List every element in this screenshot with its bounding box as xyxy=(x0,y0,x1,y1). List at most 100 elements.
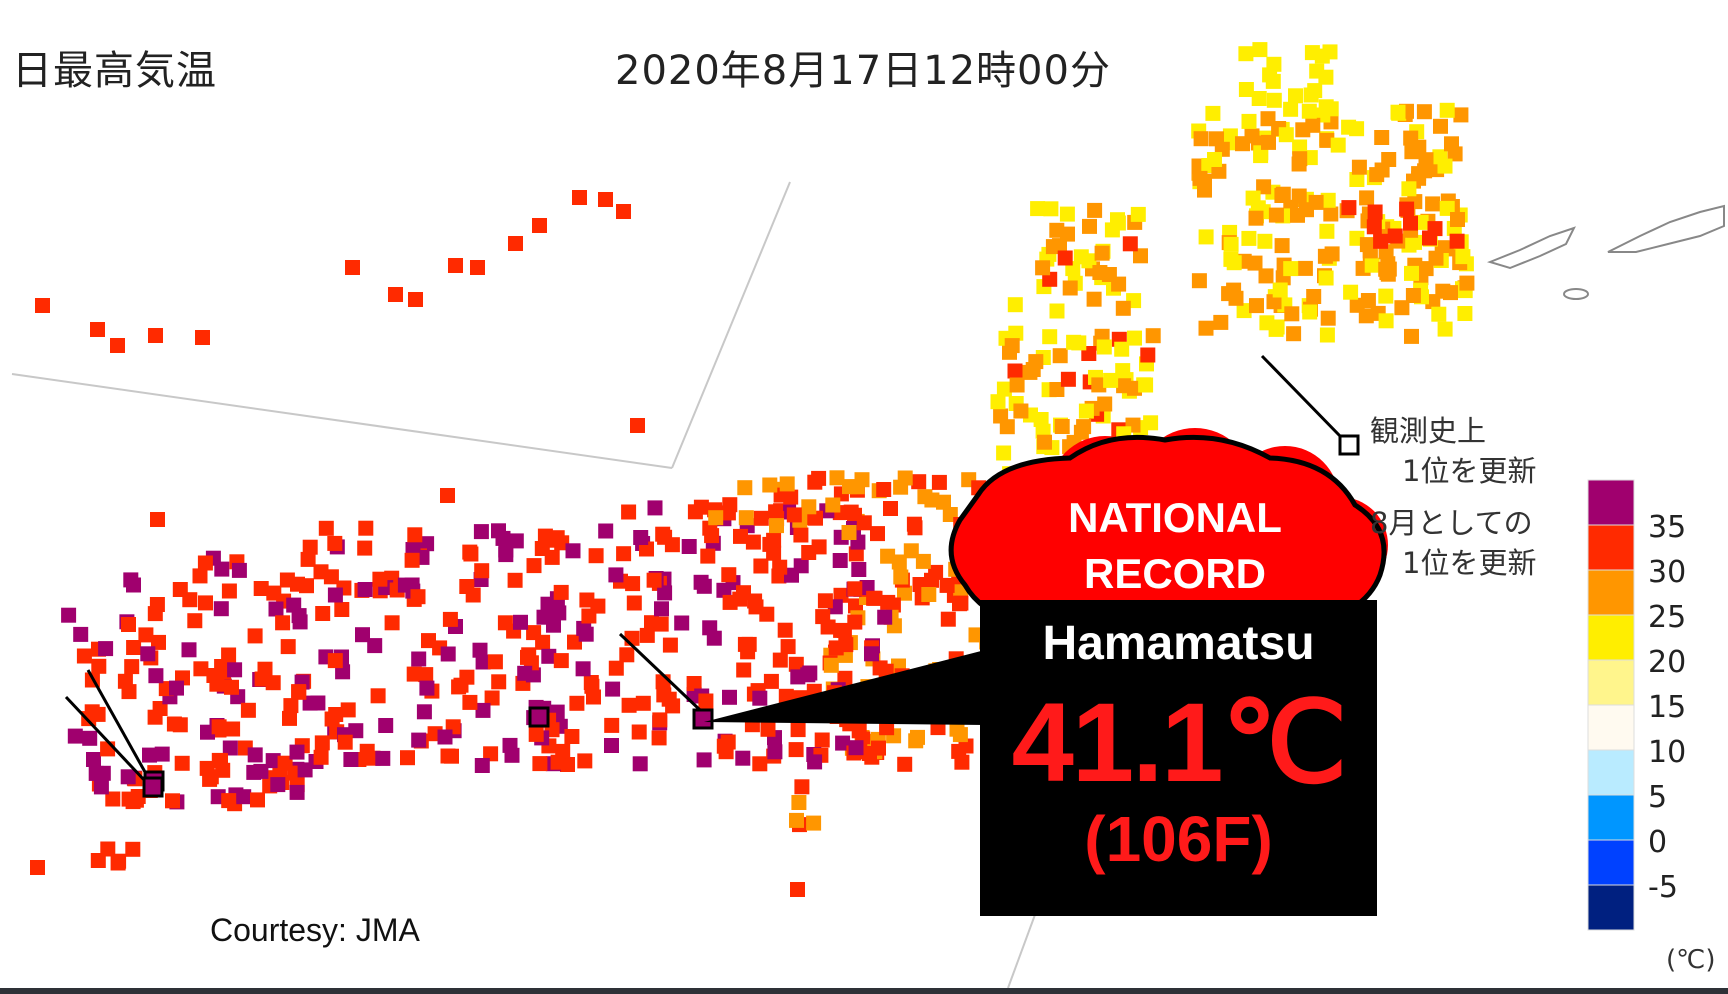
station-marker xyxy=(1314,48,1330,64)
station-marker xyxy=(1378,288,1394,304)
station-marker xyxy=(121,684,137,700)
station-marker xyxy=(598,523,614,539)
station-marker xyxy=(1145,328,1161,344)
station-marker xyxy=(324,711,340,727)
station-marker xyxy=(1256,179,1272,195)
station-marker xyxy=(598,192,613,207)
station-marker xyxy=(90,706,106,722)
station-marker xyxy=(187,613,203,629)
leader-line xyxy=(64,695,148,784)
station-marker xyxy=(1122,236,1138,252)
station-marker xyxy=(1405,288,1421,303)
station-marker xyxy=(1054,419,1070,434)
station-marker xyxy=(110,338,125,353)
station-marker xyxy=(722,594,738,610)
station-marker xyxy=(693,499,709,515)
station-marker xyxy=(532,756,548,772)
station-marker xyxy=(924,572,939,588)
station-marker xyxy=(1057,250,1073,266)
station-marker xyxy=(788,656,804,672)
station-marker xyxy=(463,546,479,562)
station-marker xyxy=(1306,289,1322,304)
station-marker xyxy=(753,510,769,526)
station-marker xyxy=(1094,245,1110,261)
credit-text: Courtesy: JMA xyxy=(210,912,420,948)
station-marker xyxy=(1238,82,1254,97)
station-marker xyxy=(148,668,164,684)
station-marker xyxy=(378,718,394,733)
station-marker xyxy=(931,474,947,490)
station-marker xyxy=(1274,188,1290,203)
station-marker xyxy=(1030,201,1046,217)
station-marker xyxy=(883,501,898,516)
station-marker xyxy=(767,744,783,760)
inset-border-right xyxy=(671,181,791,469)
station-marker xyxy=(721,567,737,583)
station-marker xyxy=(384,615,400,631)
station-marker xyxy=(1359,237,1375,253)
station-marker xyxy=(473,524,489,540)
legend-swatch xyxy=(1587,884,1635,931)
station-marker xyxy=(355,627,370,643)
station-marker xyxy=(1009,377,1025,393)
legend-swatch xyxy=(1587,704,1635,751)
station-marker xyxy=(297,762,313,778)
station-marker xyxy=(790,882,805,897)
station-marker xyxy=(1433,118,1448,134)
station-marker xyxy=(1387,228,1403,244)
station-marker xyxy=(1192,170,1208,186)
station-marker xyxy=(1422,230,1437,246)
station-marker xyxy=(1223,236,1239,252)
station-marker xyxy=(1059,206,1075,222)
station-marker xyxy=(553,584,569,600)
station-marker xyxy=(686,676,702,691)
station-marker xyxy=(544,549,560,565)
station-marker xyxy=(140,646,156,662)
leader-line xyxy=(86,669,147,773)
station-marker xyxy=(211,719,227,735)
station-marker xyxy=(1283,261,1299,277)
station-marker xyxy=(1272,282,1288,298)
station-marker xyxy=(769,518,784,534)
station-marker xyxy=(334,602,350,617)
station-marker xyxy=(1004,338,1020,354)
legend-colorbar xyxy=(1587,479,1635,931)
map-title: 日最高気温 xyxy=(12,48,217,94)
station-marker xyxy=(1245,190,1261,206)
station-marker xyxy=(474,758,490,773)
station-marker xyxy=(1062,280,1078,296)
station-marker xyxy=(1052,348,1068,364)
station-marker xyxy=(738,510,754,526)
station-marker xyxy=(1235,136,1250,152)
station-marker xyxy=(289,744,305,760)
station-marker xyxy=(1265,73,1281,89)
legend-tick-label: 10 xyxy=(1648,735,1687,770)
station-marker xyxy=(213,601,229,617)
station-marker xyxy=(572,190,587,205)
station-marker xyxy=(1303,87,1319,103)
station-marker xyxy=(1049,303,1065,319)
station-marker xyxy=(696,578,712,594)
station-marker xyxy=(247,628,263,644)
station-marker xyxy=(921,587,937,602)
station-marker xyxy=(1341,200,1357,216)
station-marker xyxy=(1045,239,1061,255)
station-marker xyxy=(1060,226,1075,242)
station-marker xyxy=(1416,104,1432,120)
station-marker xyxy=(848,546,864,562)
station-marker xyxy=(807,754,823,770)
map-datetime: 2020年8月17日12時00分 xyxy=(615,48,1111,94)
station-marker xyxy=(700,548,716,564)
station-marker xyxy=(772,652,788,668)
station-marker xyxy=(779,476,795,492)
station-marker xyxy=(484,690,500,706)
station-marker xyxy=(876,482,892,497)
station-marker xyxy=(654,601,669,617)
station-marker xyxy=(588,548,604,564)
station-marker xyxy=(837,670,853,686)
station-marker xyxy=(823,657,839,673)
station-marker xyxy=(147,709,163,725)
month-note-line1: 8月としての xyxy=(1370,506,1533,540)
station-marker xyxy=(148,328,163,343)
